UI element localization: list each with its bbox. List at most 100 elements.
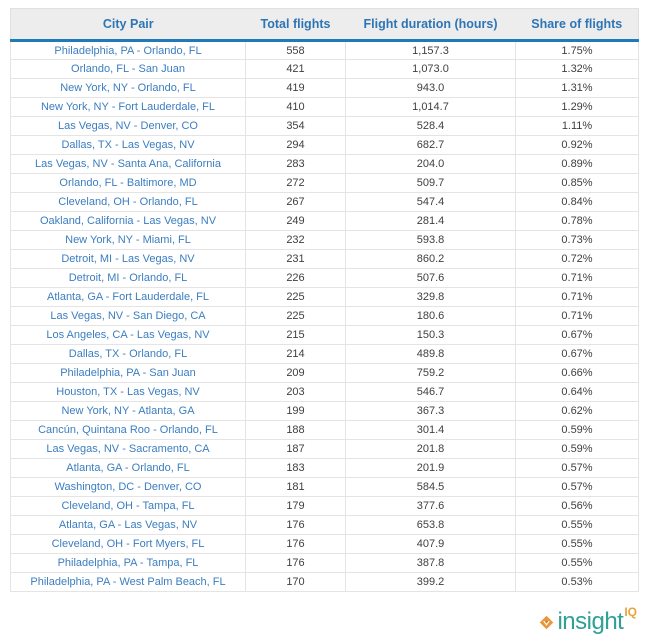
- table-body: Philadelphia, PA - Orlando, FL 558 1,157…: [10, 40, 639, 592]
- total-flights-cell: 199: [245, 401, 346, 421]
- city-pair-cell[interactable]: Cleveland, OH - Fort Myers, FL: [10, 534, 246, 554]
- flight-duration-cell: 528.4: [345, 116, 516, 136]
- city-pair-cell[interactable]: Atlanta, GA - Fort Lauderdale, FL: [10, 287, 246, 307]
- city-pair-cell[interactable]: Philadelphia, PA - Orlando, FL: [10, 40, 246, 60]
- flight-duration-cell: 489.8: [345, 344, 516, 364]
- city-pair-cell[interactable]: New York, NY - Fort Lauderdale, FL: [10, 97, 246, 117]
- column-header-city-pair: City Pair: [10, 8, 246, 42]
- total-flights-cell: 421: [245, 59, 346, 79]
- city-pair-cell[interactable]: Cancún, Quintana Roo - Orlando, FL: [10, 420, 246, 440]
- flight-duration-cell: 1,157.3: [345, 40, 516, 60]
- city-pair-cell[interactable]: Las Vegas, NV - Denver, CO: [10, 116, 246, 136]
- share-of-flights-cell: 0.92%: [515, 135, 639, 155]
- total-flights-cell: 176: [245, 515, 346, 535]
- share-of-flights-cell: 1.75%: [515, 40, 639, 60]
- city-pair-cell[interactable]: New York, NY - Miami, FL: [10, 230, 246, 250]
- city-pair-cell[interactable]: New York, NY - Atlanta, GA: [10, 401, 246, 421]
- city-pair-cell[interactable]: Los Angeles, CA - Las Vegas, NV: [10, 325, 246, 345]
- flight-duration-cell: 509.7: [345, 173, 516, 193]
- flight-duration-cell: 943.0: [345, 78, 516, 98]
- city-pair-cell[interactable]: Atlanta, GA - Las Vegas, NV: [10, 515, 246, 535]
- table-row: Oakland, California - Las Vegas, NV 249 …: [10, 211, 639, 231]
- city-pair-cell[interactable]: Cleveland, OH - Orlando, FL: [10, 192, 246, 212]
- city-pair-cell[interactable]: Las Vegas, NV - Santa Ana, California: [10, 154, 246, 174]
- logo-superscript-iq: IQ: [624, 605, 637, 619]
- city-pair-cell[interactable]: Detroit, MI - Las Vegas, NV: [10, 249, 246, 269]
- share-of-flights-cell: 0.67%: [515, 344, 639, 364]
- table-header: City Pair Total flights Flight duration …: [10, 8, 639, 42]
- table-row: Cancún, Quintana Roo - Orlando, FL 188 3…: [10, 420, 639, 440]
- column-header-share-of-flights: Share of flights: [515, 8, 639, 42]
- city-pair-cell[interactable]: Cleveland, OH - Tampa, FL: [10, 496, 246, 516]
- flight-duration-cell: 407.9: [345, 534, 516, 554]
- share-of-flights-cell: 0.55%: [515, 515, 639, 535]
- city-pair-cell[interactable]: Dallas, TX - Orlando, FL: [10, 344, 246, 364]
- table-row: Atlanta, GA - Las Vegas, NV 176 653.8 0.…: [10, 515, 639, 535]
- share-of-flights-cell: 0.57%: [515, 458, 639, 478]
- city-pair-cell[interactable]: Dallas, TX - Las Vegas, NV: [10, 135, 246, 155]
- share-of-flights-cell: 0.64%: [515, 382, 639, 402]
- column-header-total-flights: Total flights: [245, 8, 346, 42]
- share-of-flights-cell: 0.55%: [515, 553, 639, 573]
- insightiq-logo: insight IQ: [539, 600, 637, 634]
- share-of-flights-cell: 0.53%: [515, 572, 639, 592]
- share-of-flights-cell: 0.62%: [515, 401, 639, 421]
- city-pair-cell[interactable]: Atlanta, GA - Orlando, FL: [10, 458, 246, 478]
- flight-duration-cell: 1,073.0: [345, 59, 516, 79]
- table-row: Orlando, FL - Baltimore, MD 272 509.7 0.…: [10, 173, 639, 193]
- city-pair-cell[interactable]: Las Vegas, NV - Sacramento, CA: [10, 439, 246, 459]
- city-pair-cell[interactable]: Orlando, FL - San Juan: [10, 59, 246, 79]
- city-pair-cell[interactable]: Washington, DC - Denver, CO: [10, 477, 246, 497]
- flight-duration-cell: 547.4: [345, 192, 516, 212]
- flight-duration-cell: 1,014.7: [345, 97, 516, 117]
- table-row: Dallas, TX - Las Vegas, NV 294 682.7 0.9…: [10, 135, 639, 155]
- flight-duration-cell: 546.7: [345, 382, 516, 402]
- flight-duration-cell: 399.2: [345, 572, 516, 592]
- city-pair-cell[interactable]: Houston, TX - Las Vegas, NV: [10, 382, 246, 402]
- total-flights-cell: 179: [245, 496, 346, 516]
- table-row: Orlando, FL - San Juan 421 1,073.0 1.32%: [10, 59, 639, 79]
- city-pair-cell[interactable]: Las Vegas, NV - San Diego, CA: [10, 306, 246, 326]
- flight-duration-cell: 377.6: [345, 496, 516, 516]
- share-of-flights-cell: 1.31%: [515, 78, 639, 98]
- total-flights-cell: 249: [245, 211, 346, 231]
- city-pair-cell[interactable]: Philadelphia, PA - West Palm Beach, FL: [10, 572, 246, 592]
- flight-duration-cell: 682.7: [345, 135, 516, 155]
- share-of-flights-cell: 0.71%: [515, 268, 639, 288]
- total-flights-cell: 419: [245, 78, 346, 98]
- flight-duration-cell: 759.2: [345, 363, 516, 383]
- total-flights-cell: 225: [245, 287, 346, 307]
- table-row: Las Vegas, NV - San Diego, CA 225 180.6 …: [10, 306, 639, 326]
- flight-duration-cell: 507.6: [345, 268, 516, 288]
- table-row: Detroit, MI - Las Vegas, NV 231 860.2 0.…: [10, 249, 639, 269]
- table-row: Cleveland, OH - Tampa, FL 179 377.6 0.56…: [10, 496, 639, 516]
- city-pair-cell[interactable]: New York, NY - Orlando, FL: [10, 78, 246, 98]
- column-header-flight-duration: Flight duration (hours): [345, 8, 516, 42]
- total-flights-cell: 183: [245, 458, 346, 478]
- total-flights-cell: 294: [245, 135, 346, 155]
- table-row: Houston, TX - Las Vegas, NV 203 546.7 0.…: [10, 382, 639, 402]
- share-of-flights-cell: 0.57%: [515, 477, 639, 497]
- city-pair-cell[interactable]: Oakland, California - Las Vegas, NV: [10, 211, 246, 231]
- city-pair-cell[interactable]: Detroit, MI - Orlando, FL: [10, 268, 246, 288]
- share-of-flights-cell: 0.55%: [515, 534, 639, 554]
- total-flights-cell: 558: [245, 40, 346, 60]
- share-of-flights-cell: 0.71%: [515, 306, 639, 326]
- city-pair-cell[interactable]: Philadelphia, PA - Tampa, FL: [10, 553, 246, 573]
- total-flights-cell: 215: [245, 325, 346, 345]
- insight-diamond-icon: [540, 615, 554, 630]
- flight-duration-cell: 301.4: [345, 420, 516, 440]
- flight-duration-cell: 329.8: [345, 287, 516, 307]
- total-flights-cell: 203: [245, 382, 346, 402]
- city-pair-cell[interactable]: Philadelphia, PA - San Juan: [10, 363, 246, 383]
- flight-duration-cell: 593.8: [345, 230, 516, 250]
- table-row: Philadelphia, PA - San Juan 209 759.2 0.…: [10, 363, 639, 383]
- total-flights-cell: 188: [245, 420, 346, 440]
- share-of-flights-cell: 0.84%: [515, 192, 639, 212]
- flight-duration-cell: 150.3: [345, 325, 516, 345]
- flight-duration-cell: 281.4: [345, 211, 516, 231]
- city-pair-cell[interactable]: Orlando, FL - Baltimore, MD: [10, 173, 246, 193]
- share-of-flights-cell: 0.66%: [515, 363, 639, 383]
- total-flights-cell: 214: [245, 344, 346, 364]
